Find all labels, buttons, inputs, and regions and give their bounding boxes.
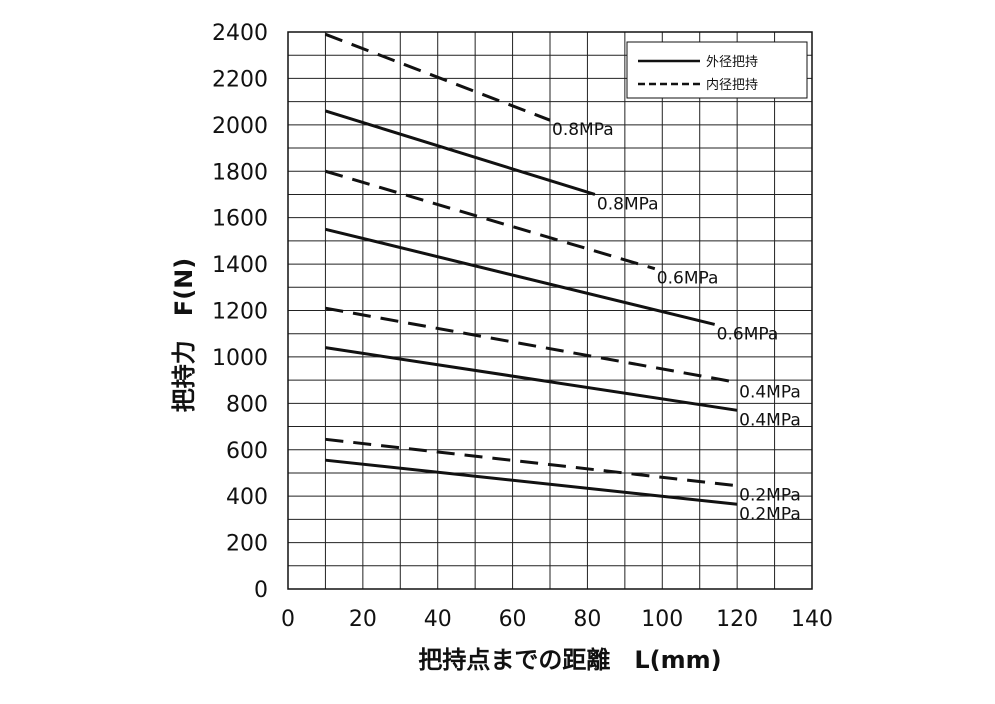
series-line-inner-08mpa (324, 32, 551, 122)
x-tick-label: 120 (716, 607, 758, 632)
series-line-inner-04mpa (325, 306, 738, 384)
series-line-outer-08mpa (324, 109, 596, 196)
y-tick-label: 1200 (212, 300, 268, 325)
series-labels: 0.8MPa 0.6MPa 0.4MPa 0.2MPa 0.8MPa 0.6MPa 0.4M… (552, 120, 801, 524)
series-label-outer-06mpa: 0.6MPa (717, 324, 779, 344)
x-tick-label: 40 (424, 607, 452, 632)
series-label-inner-06mpa: 0.6MPa (657, 269, 719, 289)
series-line-inner-06mpa (325, 169, 656, 271)
series-label-inner-04mpa: 0.4MPa (739, 382, 801, 402)
x-tick-label: 140 (791, 607, 833, 632)
legend-box (626, 41, 808, 99)
y-tick-label: 200 (226, 532, 268, 557)
y-tick-labels: 0 200 400 600 800 1000 1200 1400 1600 1800 2000 220… (212, 21, 268, 603)
series-label-inner-08mpa: 0.8MPa (552, 120, 614, 140)
x-tick-label: 0 (281, 607, 295, 632)
y-tick-label: 0 (254, 578, 268, 603)
y-tick-label: 600 (226, 439, 268, 464)
legend-label-outer: 外径把持 (706, 55, 758, 70)
series-label-outer-04mpa: 0.4MPa (739, 410, 801, 430)
y-axis-title: 把持力 F(N) (170, 258, 198, 412)
series-layer (324, 32, 738, 506)
x-axis-title: 把持点までの距離 L(mm) (418, 646, 721, 674)
x-tick-label: 20 (349, 607, 377, 632)
grid (287, 31, 813, 590)
x-tick-label: 80 (573, 607, 601, 632)
y-tick-label: 800 (226, 392, 268, 417)
y-tick-label: 1800 (212, 160, 268, 185)
series-label-outer-02mpa: 0.2MPa (739, 504, 801, 524)
series-label-outer-08mpa: 0.8MPa (597, 194, 659, 214)
plot-frame (287, 31, 813, 590)
y-tick-label: 2200 (212, 67, 268, 92)
x-tick-label: 60 (499, 607, 527, 632)
series-line-outer-04mpa (325, 346, 738, 412)
series-line-outer-02mpa (325, 458, 738, 506)
series-label-inner-02mpa: 0.2MPa (739, 486, 801, 506)
series-line-inner-02mpa (325, 437, 738, 488)
x-tick-label: 100 (641, 607, 683, 632)
legend: 外径把持 内径把持 (626, 41, 808, 99)
y-tick-label: 1000 (212, 346, 268, 371)
y-tick-label: 2000 (212, 114, 268, 139)
y-tick-label: 2400 (212, 21, 268, 46)
y-tick-label: 400 (226, 485, 268, 510)
y-tick-label: 1400 (212, 253, 268, 278)
x-tick-labels: 0 20 40 60 80 100 120 140 (281, 607, 833, 632)
y-tick-label: 1600 (212, 207, 268, 232)
series-line-outer-06mpa (325, 227, 716, 326)
legend-label-inner: 内径把持 (706, 77, 758, 93)
